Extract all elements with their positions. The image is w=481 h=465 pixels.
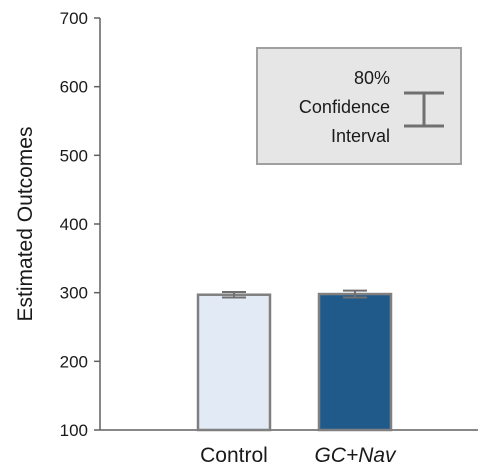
x-labels: Control GC+Nav [200, 444, 397, 465]
legend-text-line: 80% [354, 68, 390, 88]
bar [196, 293, 272, 432]
legend-text-line: Confidence [299, 97, 390, 117]
confidence-interval-icon [404, 91, 444, 128]
y-axis-label: Estimated Outcomes [14, 127, 37, 322]
x-tick-label: GC+Nav [314, 444, 397, 465]
x-tick-label: Control [200, 444, 268, 465]
legend: 80% Confidence Interval [256, 47, 462, 165]
bars [196, 292, 393, 432]
y-tick-label: 400 [60, 215, 88, 234]
y-tick-label: 100 [60, 421, 88, 440]
y-tick-label: 600 [60, 78, 88, 97]
y-tick-label: 500 [60, 146, 88, 165]
bar [317, 292, 393, 432]
legend-box [256, 47, 462, 165]
error-bars [222, 289, 367, 299]
y-tick-label: 200 [60, 352, 88, 371]
legend-text-line: Interval [331, 126, 390, 146]
y-ticks: 100 200 300 400 500 600 700 [60, 9, 100, 440]
y-tick-label: 300 [60, 284, 88, 303]
y-tick-label: 700 [60, 9, 88, 28]
